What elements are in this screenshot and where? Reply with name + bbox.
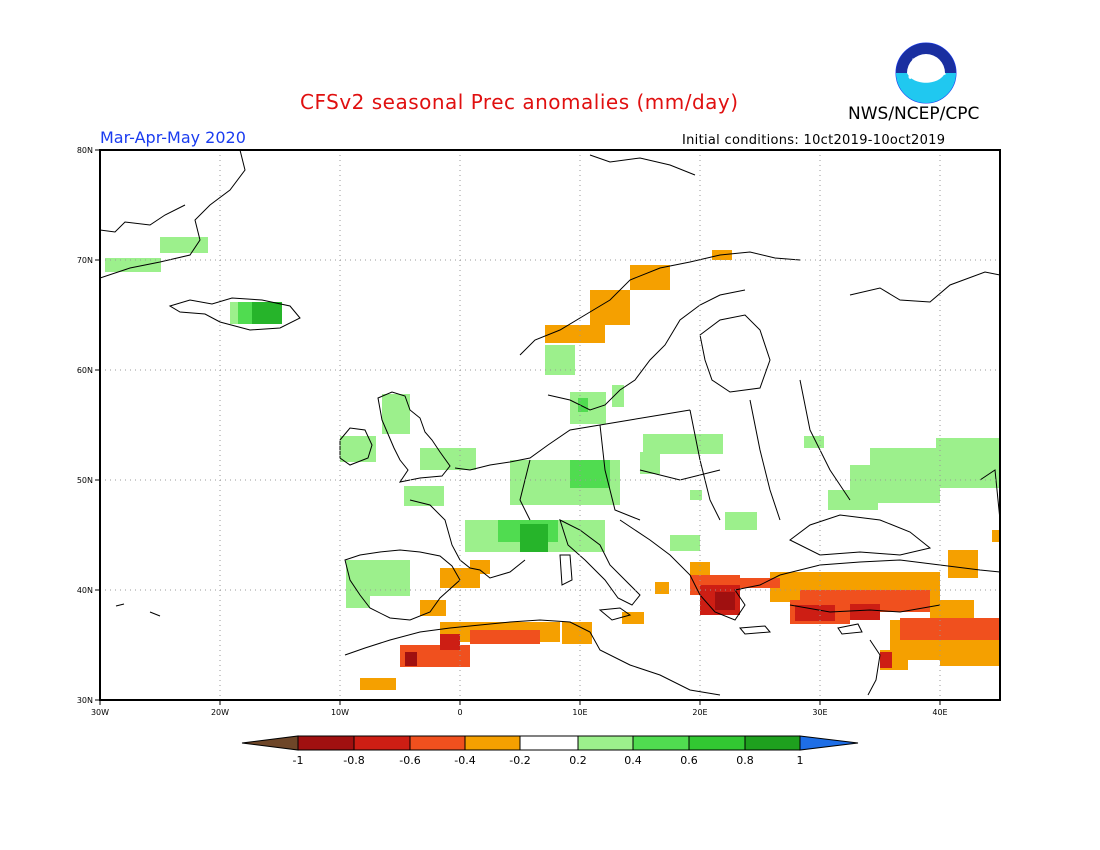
colorbar-label: 0.2 bbox=[569, 754, 587, 767]
colorbar-swatch bbox=[688, 735, 746, 751]
latitude-labels: 80N 70N 60N 50N 40N 30N bbox=[77, 146, 93, 705]
colorbar-swatch bbox=[744, 735, 801, 751]
lon-label: 20E bbox=[692, 708, 707, 717]
initial-conditions-label: Initial conditions: 10ct2019-10oct2019 bbox=[682, 133, 946, 148]
colorbar-over-arrow bbox=[799, 735, 859, 751]
colorbar-swatch bbox=[297, 735, 355, 751]
lat-label: 50N bbox=[77, 476, 93, 485]
graticule bbox=[100, 150, 1000, 700]
season-label: Mar-Apr-May 2020 bbox=[100, 128, 246, 147]
colorbar-swatch bbox=[464, 735, 521, 751]
colorbar-swatch bbox=[353, 735, 411, 751]
wet-anomaly-strong bbox=[252, 302, 548, 552]
map-frame bbox=[99, 149, 1001, 701]
dry-anomaly-extreme bbox=[405, 592, 735, 666]
map-title: CFSv2 seasonal Prec anomalies (mm/day) bbox=[300, 90, 739, 114]
lon-label: 30E bbox=[812, 708, 827, 717]
lat-label: 80N bbox=[77, 146, 93, 155]
lat-label: 40N bbox=[77, 586, 93, 595]
colorbar-swatch bbox=[409, 735, 466, 751]
lon-label: 10W bbox=[331, 708, 349, 717]
colorbar-label: -0.4 bbox=[454, 754, 475, 767]
colorbar-swatch bbox=[577, 735, 634, 751]
lon-label: 30W bbox=[91, 708, 109, 717]
axis-ticks bbox=[95, 149, 941, 705]
dry-anomaly-medium bbox=[400, 575, 1000, 667]
lon-label: 20W bbox=[211, 708, 229, 717]
colorbar-under-arrow bbox=[241, 735, 299, 751]
colorbar-swatch bbox=[519, 735, 579, 751]
colorbar-label: 1 bbox=[797, 754, 804, 767]
colorbar-label: -0.6 bbox=[399, 754, 420, 767]
lon-label: 40E bbox=[932, 708, 947, 717]
lon-label: 0 bbox=[457, 708, 462, 717]
colorbar: -1 -0.8 -0.6 -0.4 -0.2 0.2 0.4 0.6 0.8 1 bbox=[241, 735, 859, 767]
colorbar-label: -1 bbox=[293, 754, 304, 767]
colorbar-swatch bbox=[632, 735, 690, 751]
lat-label: 30N bbox=[77, 696, 93, 705]
noaa-logo-icon: NOAA bbox=[895, 42, 957, 104]
anomaly-fields bbox=[100, 150, 1000, 696]
coastlines bbox=[100, 150, 1000, 696]
noaa-logo-text: NOAA bbox=[912, 58, 941, 68]
lat-label: 70N bbox=[77, 256, 93, 265]
colorbar-label: 0.4 bbox=[624, 754, 642, 767]
lon-label: 10E bbox=[572, 708, 587, 717]
longitude-labels: 30W 20W 10W 0 10E 20E 30E 40E bbox=[91, 708, 948, 717]
colorbar-label: 0.6 bbox=[680, 754, 698, 767]
agency-label: NWS/NCEP/CPC bbox=[848, 104, 980, 124]
colorbar-label: 0.8 bbox=[736, 754, 754, 767]
colorbar-label: -0.2 bbox=[509, 754, 530, 767]
lat-label: 60N bbox=[77, 366, 93, 375]
colorbar-label: -0.8 bbox=[343, 754, 364, 767]
